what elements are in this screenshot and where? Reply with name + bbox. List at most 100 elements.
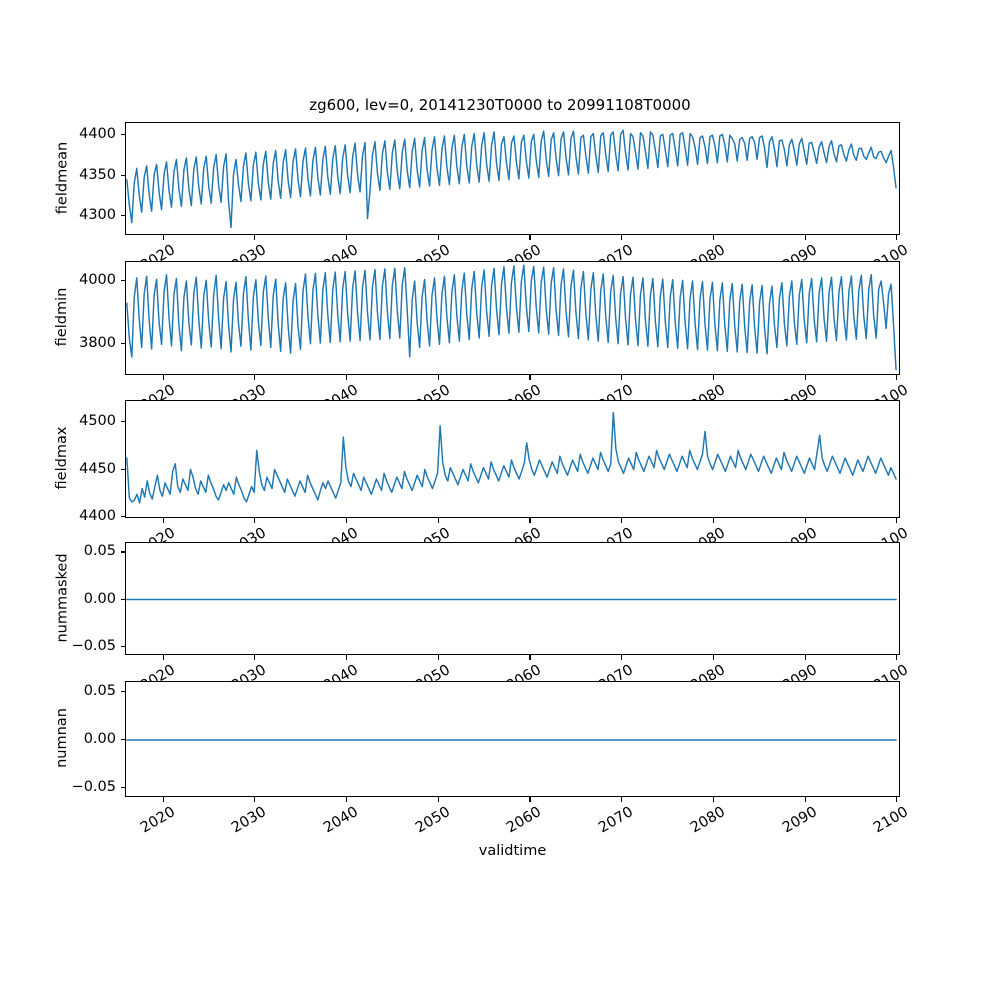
xtick-mark <box>346 797 348 802</box>
ytick-mark <box>120 420 125 423</box>
ytick-mark <box>120 174 125 176</box>
ytick-label: 4500 <box>79 412 116 429</box>
ylabel-nummasked: nummasked <box>54 552 70 643</box>
xtick-mark <box>804 655 806 660</box>
xtick-mark <box>254 375 256 380</box>
data-line-fieldmean <box>126 129 897 229</box>
xtick-mark <box>896 655 898 660</box>
data-line-fieldmax <box>126 411 897 504</box>
xtick-mark <box>437 518 439 523</box>
ytick-mark <box>120 468 125 470</box>
ytick-label: 0.05 <box>83 543 116 560</box>
ytick-mark <box>120 280 125 282</box>
xtick-mark <box>621 518 623 523</box>
xtick-mark <box>621 797 623 802</box>
ytick-label: −0.05 <box>71 779 116 796</box>
ytick-label: 0.00 <box>83 731 116 747</box>
ylabel-fieldmax: fieldmax <box>54 426 70 490</box>
ytick-mark <box>120 787 125 789</box>
subplot-nummasked <box>125 542 900 655</box>
ytick-label: 4450 <box>79 460 116 477</box>
xtick-mark <box>346 518 348 523</box>
xtick-mark <box>437 375 439 380</box>
ytick-mark <box>120 739 125 741</box>
xtick-mark <box>437 797 439 802</box>
ytick-label: 4350 <box>79 166 116 183</box>
xtick-mark <box>529 235 531 240</box>
xtick-label-clip: 2100 <box>0 523 1000 542</box>
xtick-mark <box>529 518 531 523</box>
xtick-mark <box>437 655 439 660</box>
xtick-mark <box>896 797 898 802</box>
xtick-label-clip: 2100 <box>0 380 1000 400</box>
xtick-mark <box>712 655 714 660</box>
xtick-mark <box>254 797 256 802</box>
xtick-mark <box>712 375 714 380</box>
xtick-mark <box>804 375 806 380</box>
subplot-fieldmean <box>125 122 900 235</box>
xtick-mark <box>162 797 164 802</box>
subplot-fieldmin <box>125 261 900 375</box>
xtick-mark <box>712 235 714 240</box>
data-line-numnan <box>126 739 897 741</box>
xtick-mark <box>621 235 623 240</box>
xtick-label: 2100 <box>871 242 912 261</box>
xtick-mark <box>621 375 623 380</box>
ytick-label: 0.00 <box>83 590 116 607</box>
subplot-numnan <box>125 681 900 797</box>
xtick-mark <box>254 655 256 660</box>
xtick-mark <box>896 235 898 240</box>
ytick-label: 0.05 <box>83 682 116 699</box>
xtick-mark <box>529 655 531 660</box>
subplot-fieldmax <box>125 400 900 518</box>
ytick-mark <box>120 343 125 345</box>
xtick-mark <box>162 655 164 660</box>
xtick-mark <box>712 797 714 802</box>
ytick-mark <box>120 690 125 692</box>
xtick-mark <box>896 518 898 523</box>
xtick-mark <box>346 655 348 660</box>
xtick-mark <box>162 375 164 380</box>
xtick-mark <box>346 375 348 380</box>
xtick-mark <box>162 518 164 523</box>
xlabel: validtime <box>478 843 547 859</box>
ytick-label: 4000 <box>79 272 116 288</box>
xtick-mark <box>712 518 714 523</box>
ytick-mark <box>120 598 125 600</box>
ytick-label: 4400 <box>79 126 116 143</box>
figure-title: zg600, lev=0, 20141230T0000 to 20991108T… <box>309 96 691 114</box>
ytick-label: 3800 <box>79 335 116 352</box>
xtick-mark <box>254 235 256 240</box>
ytick-mark <box>120 134 125 136</box>
xtick-label: 2100 <box>871 382 912 400</box>
ylabel-numnan: numnan <box>54 708 70 768</box>
xtick-mark <box>804 235 806 240</box>
xtick-mark <box>529 797 531 802</box>
ytick-mark <box>120 215 125 217</box>
xtick-mark <box>254 518 256 523</box>
xtick-label: 2100 <box>871 804 912 837</box>
data-line-fieldmin <box>126 264 897 371</box>
xtick-mark <box>346 235 348 240</box>
xtick-mark <box>804 518 806 523</box>
ytick-mark <box>120 645 125 647</box>
ytick-mark <box>120 551 125 553</box>
ytick-label: −0.05 <box>71 637 116 654</box>
xtick-mark <box>804 797 806 802</box>
xtick-mark <box>437 235 439 240</box>
xtick-label-clip: 2100 <box>0 660 1000 681</box>
xtick-mark <box>162 235 164 240</box>
ylabel-fieldmin: fieldmin <box>54 287 70 347</box>
xtick-label-clip: 2100 <box>0 802 1000 862</box>
xtick-mark <box>529 375 531 380</box>
ytick-mark <box>120 516 125 518</box>
ylabel-fieldmean: fieldmean <box>54 141 70 214</box>
xtick-label: 2100 <box>871 662 912 681</box>
xtick-label-clip: 2100 <box>0 240 1000 261</box>
xtick-label: 2100 <box>871 525 912 542</box>
ytick-label: 4400 <box>79 508 116 525</box>
ytick-label: 4300 <box>79 207 116 224</box>
xtick-mark <box>621 655 623 660</box>
xtick-mark <box>896 375 898 380</box>
